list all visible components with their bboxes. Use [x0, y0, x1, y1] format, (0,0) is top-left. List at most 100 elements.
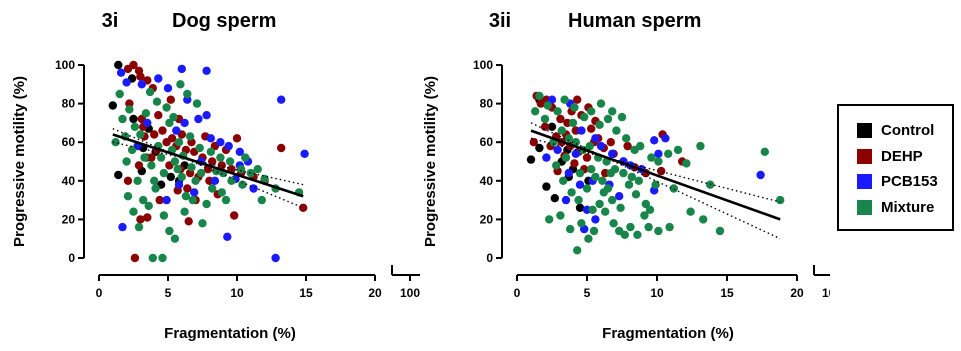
data-point-mixture	[620, 230, 629, 239]
data-point-control	[535, 143, 544, 153]
data-point-mixture	[640, 211, 649, 220]
data-point-pcb153	[177, 64, 186, 74]
data-point-mixture	[188, 195, 197, 205]
y-tick-label: 20	[62, 212, 76, 226]
data-point-control	[108, 101, 118, 110]
data-point-pcb153	[143, 118, 152, 128]
data-point-mixture	[545, 215, 554, 224]
data-point-mixture	[552, 161, 561, 170]
data-point-pcb153	[194, 114, 203, 124]
data-point-mixture	[238, 180, 247, 189]
legend-swatch-pcb153	[857, 173, 872, 189]
data-point-pcb153	[206, 134, 215, 143]
data-point-mixture	[246, 168, 255, 178]
data-point-pcb153	[163, 84, 173, 93]
panel-label: 3i	[102, 10, 119, 32]
data-point-mixture	[181, 192, 191, 201]
data-point-mixture	[125, 105, 134, 114]
data-point-mixture	[568, 118, 578, 128]
data-point-mixture	[147, 161, 156, 170]
data-point-control	[114, 170, 123, 180]
data-point-mixture	[595, 120, 604, 129]
data-point-mixture	[647, 153, 656, 162]
data-point-mixture	[144, 201, 153, 211]
data-point-dehp	[657, 166, 666, 176]
data-point-pcb153	[180, 118, 189, 128]
data-point-mixture	[556, 211, 565, 220]
data-point-dehp	[277, 143, 286, 153]
data-point-mixture	[619, 168, 628, 178]
data-point-control	[114, 60, 123, 70]
legend-label-control: Control	[881, 121, 935, 139]
data-point-mixture	[140, 153, 149, 162]
data-point-mixture	[227, 176, 236, 185]
data-point-mixture	[170, 157, 180, 166]
data-point-pcb153	[591, 215, 600, 224]
data-point-control	[542, 182, 551, 191]
data-point-pcb153	[190, 188, 199, 197]
data-point-mixture	[588, 205, 597, 214]
legend-swatch-control	[857, 122, 872, 138]
legend-label-mixture: Mixture	[881, 198, 935, 216]
data-point-mixture	[664, 149, 673, 158]
data-point-dehp	[606, 138, 615, 147]
data-point-mixture	[609, 219, 618, 228]
legend-item-mixture: Mixture	[857, 197, 934, 217]
data-point-dehp	[130, 253, 140, 263]
data-point-mixture	[150, 176, 159, 185]
data-point-mixture	[156, 153, 166, 162]
data-point-mixture	[198, 219, 207, 228]
data-point-mixture	[626, 222, 635, 232]
data-point-pcb153	[547, 95, 557, 104]
data-point-mixture	[699, 215, 708, 224]
data-point-pcb153	[577, 126, 586, 135]
data-point-mixture	[191, 176, 200, 185]
data-point-dehp	[125, 99, 134, 108]
data-point-mixture	[577, 219, 586, 228]
data-point-mixture	[651, 180, 660, 189]
data-point-mixture	[183, 89, 192, 99]
data-point-mixture	[208, 184, 217, 193]
data-point-mixture	[221, 195, 231, 205]
data-point-pcb153	[162, 195, 171, 205]
data-point-mixture	[170, 234, 180, 243]
data-point-pcb153	[118, 222, 127, 232]
data-point-mixture	[682, 159, 691, 168]
data-point-mixture	[531, 107, 540, 116]
data-point-mixture	[216, 153, 225, 162]
data-point-mixture	[587, 165, 596, 174]
data-point-mixture	[654, 157, 663, 166]
data-point-dehp	[134, 161, 144, 170]
data-point-mixture	[206, 147, 215, 156]
data-point-pcb153	[654, 149, 663, 158]
data-point-mixture	[180, 207, 189, 216]
y-tick-label: 60	[480, 135, 494, 149]
data-point-dehp	[582, 153, 592, 162]
data-point-mixture	[633, 230, 642, 239]
data-point-mixture	[217, 188, 226, 197]
data-point-pcb153	[137, 80, 146, 89]
data-point-mixture	[696, 141, 705, 151]
data-point-pcb153	[553, 145, 562, 155]
data-point-mixture	[241, 153, 250, 162]
y-tick-label: 0	[68, 251, 75, 265]
data-point-control	[166, 172, 175, 182]
data-point-mixture	[624, 180, 634, 189]
x-tick-label-break: 100	[822, 286, 830, 300]
x-tick-label: 5	[584, 286, 591, 300]
confidence-band-lower	[112, 128, 304, 209]
data-point-mixture	[543, 101, 552, 110]
data-point-mixture	[584, 234, 593, 243]
legend-label-pcb153: PCB153	[881, 172, 938, 190]
data-point-mixture	[133, 176, 142, 185]
data-point-pcb153	[235, 147, 244, 156]
data-point-mixture	[715, 226, 725, 236]
data-point-mixture	[196, 168, 206, 178]
data-point-mixture	[608, 107, 617, 116]
data-point-mixture	[612, 126, 621, 135]
data-point-mixture	[540, 114, 550, 124]
data-point-dehp	[123, 176, 133, 185]
x-axis-label: Fragmentation (%)	[164, 325, 296, 342]
data-point-mixture	[760, 147, 769, 156]
data-point-pcb153	[571, 149, 580, 158]
